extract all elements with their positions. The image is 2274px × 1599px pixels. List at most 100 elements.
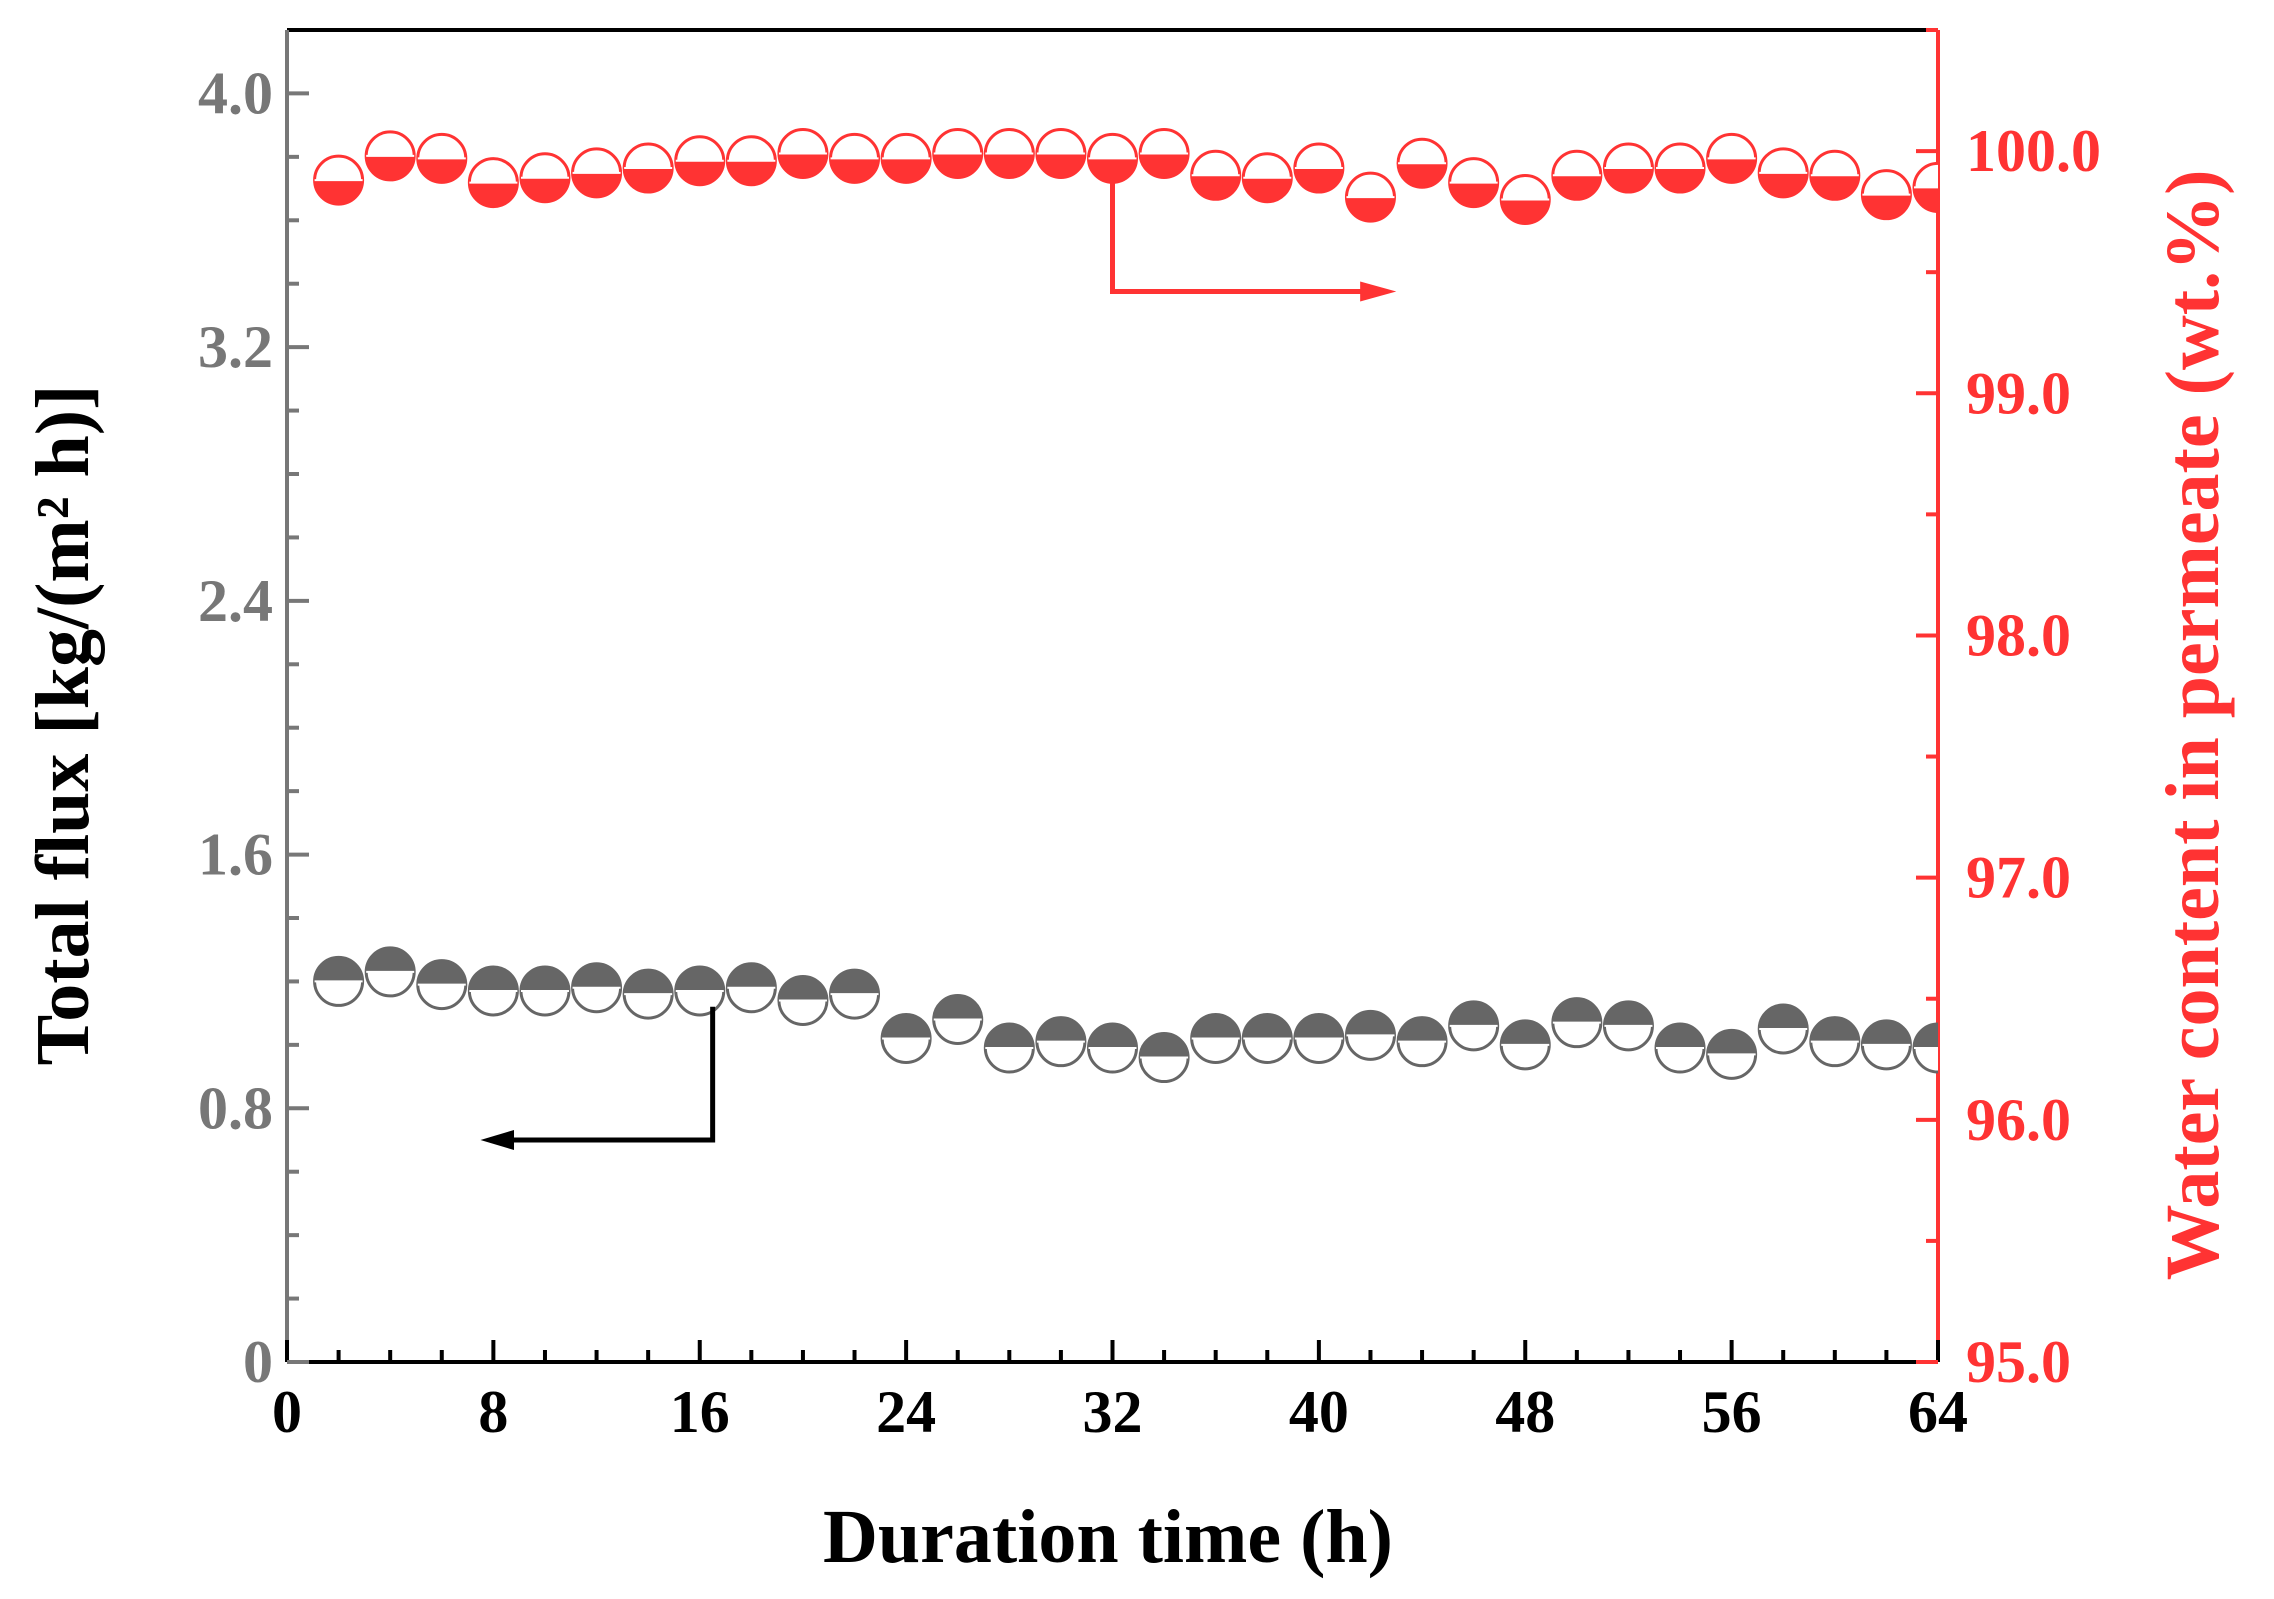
marker-fill — [830, 970, 879, 995]
right-tick-label: 98.0 — [1966, 602, 2071, 668]
marker-fill — [1088, 158, 1137, 183]
marker-fill — [572, 963, 621, 988]
marker-fill — [417, 158, 466, 183]
marker-fill — [1759, 172, 1808, 197]
left-tick-label: 2.4 — [198, 568, 273, 634]
data-point — [829, 132, 881, 184]
data-point — [674, 965, 726, 1017]
marker-fill — [1656, 168, 1705, 193]
x-axis-title: Duration time (h) — [823, 1495, 1393, 1579]
marker-fill — [520, 177, 569, 202]
x-tick-label: 16 — [670, 1379, 730, 1445]
data-point — [1190, 149, 1242, 201]
data-point — [1706, 132, 1758, 184]
data-point — [880, 132, 932, 184]
x-tick-label: 8 — [478, 1379, 508, 1445]
data-point — [1706, 1028, 1758, 1080]
marker-fill — [1810, 1017, 1859, 1042]
data-point — [1912, 161, 1938, 213]
series-total-flux — [313, 946, 1938, 1084]
data-point — [1809, 1016, 1861, 1068]
data-point — [777, 128, 829, 180]
marker-fill — [1346, 197, 1395, 222]
right-axis-ticks: 95.0 96.0 97.0 98.0 99.0 100.0 — [1916, 28, 2101, 1395]
data-point — [571, 962, 623, 1014]
marker-fill — [778, 976, 827, 1001]
marker-fill — [1604, 168, 1653, 193]
data-point — [1087, 1022, 1138, 1074]
data-point — [829, 968, 881, 1020]
marker-fill — [1036, 153, 1085, 178]
x-tick-label: 64 — [1908, 1379, 1968, 1445]
axes-frame — [285, 28, 1940, 1364]
right-tick-label: 99.0 — [1966, 360, 2071, 426]
marker-fill — [624, 970, 673, 995]
data-point — [932, 993, 984, 1045]
marker-fill — [985, 1024, 1034, 1049]
data-point — [1757, 1003, 1809, 1055]
data-point — [1138, 1032, 1190, 1084]
marker-fill — [778, 153, 827, 178]
data-point — [1087, 132, 1138, 184]
marker-fill — [1449, 182, 1498, 207]
right-tick-label: 100.0 — [1966, 118, 2101, 184]
water-arrow-line — [1110, 180, 1379, 295]
data-point — [467, 965, 519, 1017]
left-axis-title: Total flux [kg/(m² h)] — [21, 385, 105, 1066]
x-tick-label: 24 — [876, 1379, 936, 1445]
water-arrow-head — [1360, 281, 1397, 302]
data-point — [1757, 147, 1809, 199]
marker-fill — [1243, 177, 1292, 202]
data-point — [1860, 169, 1912, 221]
data-point — [1035, 1016, 1087, 1068]
data-point — [1035, 128, 1087, 180]
data-point — [1448, 1000, 1500, 1052]
marker-fill — [314, 957, 363, 982]
data-point — [1499, 1019, 1551, 1071]
data-point — [1499, 174, 1551, 226]
data-point — [1448, 157, 1500, 209]
data-point — [1602, 142, 1654, 194]
marker-fill — [1294, 168, 1343, 193]
marker-fill — [1501, 199, 1550, 224]
marker-fill — [1036, 1017, 1085, 1042]
marker-fill — [314, 180, 363, 205]
left-tick-label: 0.8 — [198, 1075, 273, 1141]
data-point — [313, 955, 365, 1007]
marker-fill — [933, 153, 982, 178]
data-point — [1344, 171, 1396, 223]
left-tick-label: 0 — [243, 1329, 273, 1395]
x-tick-label: 0 — [272, 1379, 302, 1445]
data-point — [519, 152, 571, 204]
marker-fill — [933, 995, 982, 1020]
data-point — [1809, 149, 1861, 201]
data-point — [1602, 1000, 1654, 1052]
series-markers — [313, 946, 1938, 1084]
marker-fill — [1810, 175, 1859, 200]
data-point — [622, 968, 674, 1020]
marker-fill — [1398, 1017, 1447, 1042]
marker-fill — [727, 963, 776, 988]
data-point — [416, 132, 468, 184]
x-axis-ticks: 0 8 16 24 32 40 48 56 64 — [272, 1340, 1968, 1445]
marker-fill — [1398, 163, 1447, 188]
marker-fill — [882, 1014, 931, 1039]
marker-fill — [1243, 1014, 1292, 1039]
series-layer — [313, 128, 1938, 1084]
marker-fill — [1501, 1020, 1550, 1045]
data-point — [1190, 1013, 1242, 1065]
marker-fill — [1914, 1024, 1938, 1049]
data-point — [1293, 1013, 1345, 1065]
marker-fill — [1140, 153, 1189, 178]
data-point — [416, 959, 468, 1011]
annotations — [480, 180, 1397, 1150]
data-point — [1551, 149, 1603, 201]
data-point — [1396, 137, 1448, 189]
x-tick-label: 40 — [1289, 1379, 1349, 1445]
data-point — [725, 135, 777, 187]
marker-fill — [624, 168, 673, 193]
flux-arrow-line — [493, 1006, 716, 1143]
data-point — [467, 157, 519, 209]
data-point — [983, 128, 1035, 180]
